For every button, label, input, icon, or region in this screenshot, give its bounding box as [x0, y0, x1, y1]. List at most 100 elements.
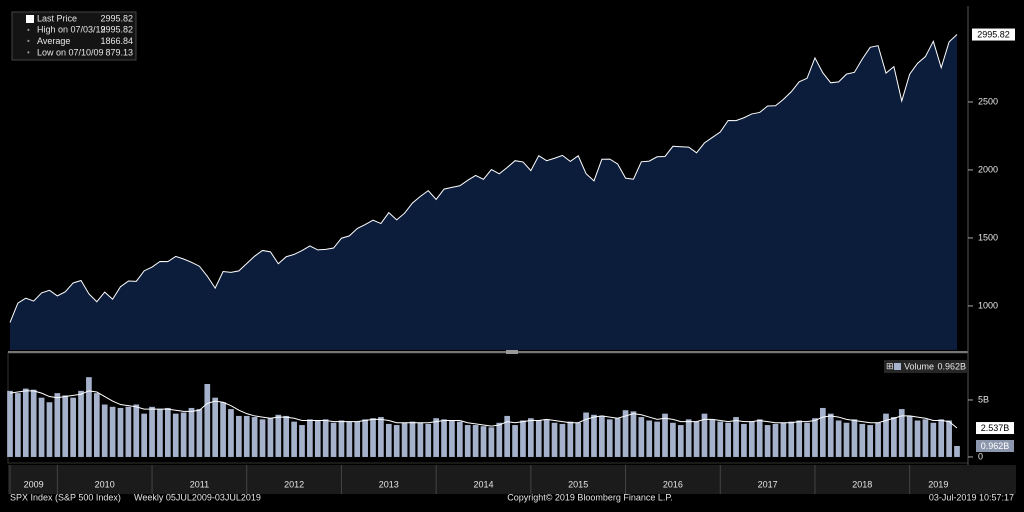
volume-bar — [86, 377, 92, 457]
volume-bar — [78, 390, 84, 457]
volume-bar — [812, 418, 818, 457]
legend-value: 2995.82 — [100, 13, 133, 23]
volume-bar — [772, 423, 779, 457]
volume-bar — [456, 421, 463, 457]
volume-bar — [575, 422, 582, 457]
volume-bar — [480, 426, 487, 457]
volume-bar — [172, 413, 179, 457]
volume-bar — [196, 409, 203, 457]
volume-bar — [891, 417, 897, 457]
volume-bar — [875, 422, 881, 457]
volume-bar — [314, 420, 321, 457]
volume-bar — [906, 415, 913, 457]
legend-swatch — [26, 15, 34, 23]
volume-bar — [378, 417, 384, 457]
legend-label: Low on 07/10/09 — [37, 47, 104, 57]
volume-bar — [851, 419, 858, 457]
volume-bar — [693, 421, 700, 457]
y-tick-label: 0 — [978, 451, 983, 461]
volume-bar — [685, 419, 692, 457]
volume-bar — [883, 413, 889, 457]
volume-bar — [354, 421, 361, 457]
volume-bar — [117, 407, 124, 457]
x-axis-strip — [8, 465, 1016, 494]
price-area — [10, 34, 957, 350]
x-tick-label: 2014 — [473, 479, 493, 489]
volume-bar — [236, 415, 242, 457]
legend-value: 1866.84 — [100, 36, 133, 46]
volume-bar — [938, 419, 945, 457]
volume-bar — [330, 422, 337, 457]
last-price-box — [972, 28, 1015, 41]
volume-last-label: 0.962B — [981, 441, 1010, 451]
volume-legend-swatch — [894, 363, 901, 370]
volume-bar — [535, 420, 542, 457]
volume-bar — [46, 402, 53, 457]
volume-bar — [307, 419, 313, 457]
volume-bar — [251, 417, 258, 457]
volume-bar — [228, 409, 234, 457]
volume-bar — [622, 410, 629, 457]
volume-bar — [283, 415, 290, 457]
volume-bar — [788, 421, 795, 457]
volume-bar — [559, 423, 566, 457]
volume-bar — [638, 417, 645, 457]
volume-bar — [599, 415, 605, 457]
volume-bar — [180, 412, 187, 457]
volume-bar — [780, 422, 787, 457]
volume-bar — [425, 423, 432, 457]
x-tick-label: 2013 — [379, 479, 399, 489]
volume-bar — [677, 425, 684, 457]
volume-legend-box — [884, 360, 968, 373]
footer-ticker: SPX Index (S&P 500 Index) — [10, 492, 121, 502]
volume-bar — [764, 425, 771, 457]
volume-bar — [820, 407, 826, 457]
volume-bar — [630, 411, 637, 457]
volume-bar — [70, 397, 76, 457]
volume-bar — [606, 419, 613, 457]
volume-bar — [141, 413, 147, 457]
volume-bar — [528, 418, 534, 457]
volume-last-label: 2.537B — [981, 423, 1010, 433]
volume-bar — [701, 413, 708, 457]
volume-bar — [338, 420, 345, 457]
legend-icon: • — [27, 48, 30, 57]
volume-bar — [472, 425, 479, 457]
volume-bar — [835, 420, 842, 457]
volume-bar — [149, 406, 155, 457]
volume-bar — [243, 415, 250, 457]
y-tick-label: 5B — [978, 394, 989, 404]
volume-bar — [914, 420, 921, 457]
footer-timestamp: 03-Jul-2019 10:57:17 — [929, 492, 1014, 502]
legend-value: 2995.82 — [100, 25, 133, 35]
volume-bar — [583, 412, 589, 457]
legend-label: Average — [37, 36, 70, 46]
volume-bar — [212, 397, 219, 457]
volume-bar — [898, 409, 905, 457]
legend-label: High on 07/03/19 — [37, 25, 106, 35]
volume-bar — [62, 395, 69, 457]
y-tick-label: 1000 — [978, 300, 998, 310]
x-tick-label: 2011 — [190, 479, 209, 489]
divider-handle[interactable] — [506, 350, 518, 354]
volume-bar — [725, 422, 731, 457]
volume-bar — [220, 402, 226, 457]
volume-bar — [796, 420, 803, 457]
x-tick-label: 2015 — [568, 479, 588, 489]
x-tick-label: 2012 — [284, 479, 304, 489]
volume-bar — [346, 421, 353, 457]
volume-last-box — [976, 439, 1014, 452]
volume-bar — [741, 423, 747, 457]
legend-icon: • — [27, 37, 30, 46]
volume-bar — [7, 390, 13, 457]
volume-bar — [591, 414, 597, 457]
volume-bar — [488, 427, 495, 457]
volume-bar — [188, 407, 195, 457]
volume-bar — [385, 423, 392, 457]
volume-legend-icon[interactable]: ⊞ — [886, 361, 894, 371]
volume-bar — [867, 425, 874, 457]
volume-bar — [520, 420, 526, 457]
legend-icon: • — [27, 25, 30, 34]
volume-bar — [204, 384, 211, 457]
volume-bar — [449, 420, 455, 457]
